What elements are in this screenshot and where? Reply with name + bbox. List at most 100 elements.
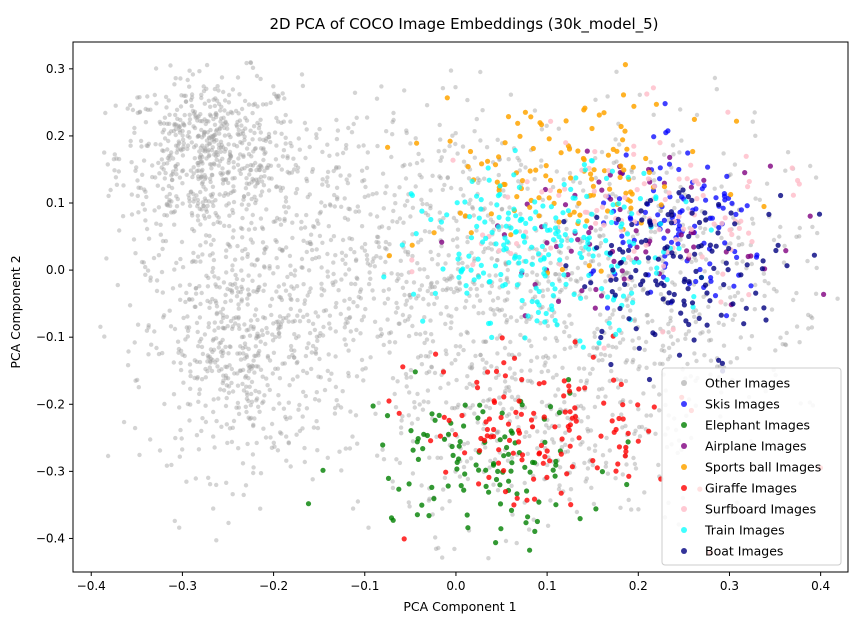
data-point [468, 286, 473, 292]
data-point [449, 314, 454, 319]
data-point [297, 319, 303, 324]
data-point [423, 210, 428, 216]
data-point [137, 109, 143, 115]
data-point [455, 256, 461, 262]
data-point [601, 400, 607, 406]
data-point [277, 185, 283, 190]
data-point [516, 184, 523, 190]
data-point [599, 328, 605, 334]
data-point [457, 287, 463, 292]
data-point [268, 435, 273, 440]
data-point [262, 246, 267, 252]
data-point [268, 303, 273, 308]
data-point [486, 416, 492, 422]
data-point [179, 93, 184, 98]
data-point [121, 419, 127, 425]
data-point [813, 175, 819, 180]
data-point [156, 205, 162, 210]
data-point [375, 453, 380, 458]
data-point [180, 153, 186, 158]
data-point [417, 402, 422, 407]
data-point [214, 304, 220, 309]
data-point [563, 281, 569, 287]
data-point [231, 418, 237, 424]
data-point [331, 168, 336, 174]
data-point [246, 327, 251, 332]
data-point [181, 93, 187, 99]
data-point [515, 415, 520, 420]
data-point [216, 142, 221, 147]
data-point [256, 285, 261, 290]
data-point [562, 320, 567, 325]
data-point [168, 324, 174, 329]
data-point [462, 402, 468, 408]
data-point [304, 345, 310, 351]
data-point [288, 140, 293, 146]
data-point [744, 262, 750, 268]
data-point [791, 297, 796, 303]
data-point [249, 415, 254, 421]
data-point [219, 172, 224, 177]
data-point [223, 119, 228, 124]
data-point [213, 114, 219, 120]
data-point [483, 483, 489, 489]
data-point [175, 143, 180, 148]
data-point [276, 284, 281, 289]
data-point [535, 429, 540, 434]
data-point [228, 190, 233, 196]
data-point [581, 366, 587, 371]
data-point [257, 167, 262, 173]
data-point [482, 176, 487, 181]
y-tick-label: −0.3 [36, 464, 65, 478]
data-point [239, 297, 244, 302]
data-point [601, 200, 607, 206]
data-point [610, 191, 615, 197]
data-point [540, 304, 545, 310]
data-point [566, 427, 572, 433]
data-point [236, 315, 241, 320]
data-point [287, 171, 292, 176]
data-point [274, 215, 280, 221]
data-point [332, 411, 338, 416]
data-point [208, 300, 213, 305]
data-point [197, 284, 202, 289]
data-point [226, 201, 231, 206]
data-point [552, 225, 559, 231]
data-point [515, 120, 521, 126]
data-point [289, 347, 294, 353]
data-point [685, 361, 690, 367]
data-point [601, 345, 607, 351]
data-point [476, 481, 482, 487]
data-point [715, 230, 721, 236]
data-point [177, 141, 182, 146]
data-point [505, 267, 510, 273]
data-point [573, 278, 579, 283]
x-tick-label: −0.2 [259, 579, 288, 593]
data-point [632, 346, 637, 351]
data-point [620, 398, 626, 403]
data-point [618, 378, 624, 383]
data-point [211, 161, 217, 166]
data-point [264, 136, 269, 141]
data-point [696, 219, 703, 226]
data-point [241, 351, 246, 356]
data-point [520, 233, 527, 240]
data-point [212, 274, 217, 279]
data-point [532, 528, 538, 535]
data-point [474, 223, 480, 229]
data-point [552, 354, 557, 359]
data-point [404, 128, 409, 133]
data-point [502, 345, 508, 351]
data-point [211, 97, 216, 102]
data-point [189, 140, 194, 145]
data-point [175, 196, 180, 202]
data-point [677, 254, 684, 260]
data-point [192, 358, 197, 363]
data-point [599, 204, 606, 210]
data-point [556, 249, 562, 254]
data-point [215, 152, 220, 158]
data-point [669, 298, 675, 304]
data-point [260, 332, 265, 338]
data-point [132, 125, 137, 131]
data-point [240, 235, 245, 240]
